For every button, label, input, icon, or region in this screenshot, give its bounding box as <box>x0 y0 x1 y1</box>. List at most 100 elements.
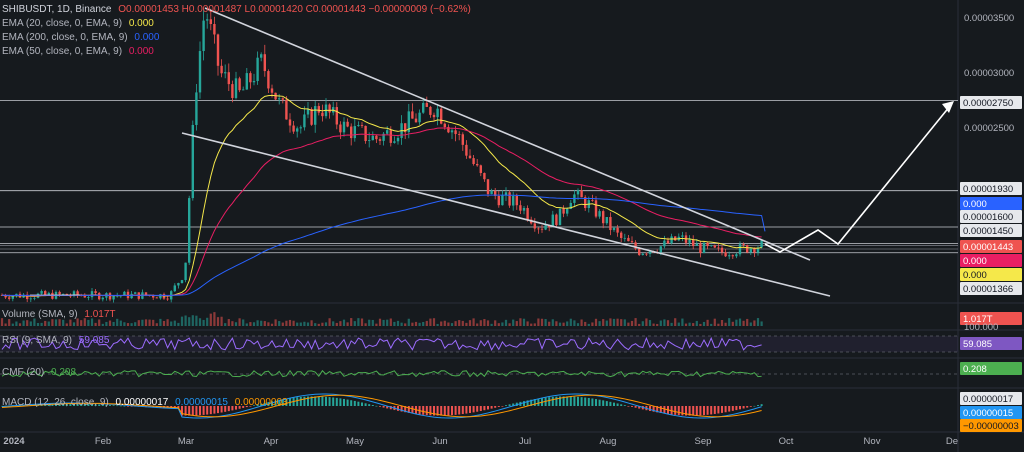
volume-bar <box>724 322 727 326</box>
candle-body <box>465 144 468 156</box>
candle-body <box>580 190 583 198</box>
macd-bar <box>659 406 662 413</box>
volume-bar <box>87 319 90 326</box>
candle-body <box>699 243 702 253</box>
macd-bar <box>83 403 86 406</box>
rsi-legend[interactable]: RSI (9, SMA, 9) 59.085 <box>2 334 109 347</box>
candle-body <box>321 112 324 117</box>
volume-bar <box>353 321 356 326</box>
volume-bar <box>29 321 32 326</box>
volume-bar <box>360 318 364 326</box>
macd-bar <box>692 406 695 416</box>
candle-body <box>533 223 536 229</box>
macd-bar <box>735 406 738 411</box>
candle-body <box>216 34 220 66</box>
candle-body <box>731 255 734 257</box>
volume-bar <box>195 315 198 326</box>
candle-body <box>598 211 601 217</box>
volume-bar <box>555 321 558 326</box>
macd-bar <box>184 406 187 416</box>
volume-bar <box>62 319 65 326</box>
volume-bar <box>735 319 738 326</box>
candle-body <box>166 298 169 300</box>
cmf-value: 0.208 <box>51 367 77 378</box>
volume-bar <box>346 322 349 326</box>
macd-bar <box>346 399 349 406</box>
macd-bar <box>112 405 115 406</box>
volume-bar <box>321 322 324 326</box>
macd-bar <box>353 400 356 406</box>
macd-legend[interactable]: MACD (12, 26, close, 9) 0.00000017 0.000… <box>2 396 288 409</box>
candle-body <box>360 125 364 126</box>
candle-body <box>724 252 727 257</box>
symbol-label[interactable]: SHIBUSDT, 1D, Binance <box>2 4 112 15</box>
ema20-value: 0.000 <box>128 18 154 29</box>
macd-bar <box>343 398 345 406</box>
volume-bar <box>533 323 536 326</box>
macd-bar <box>559 396 561 406</box>
candle-body <box>267 71 270 89</box>
macd-bar <box>101 404 104 406</box>
macd-bar <box>263 402 266 406</box>
volume-bar <box>684 323 688 326</box>
macd-bar <box>94 404 97 406</box>
volume-bar <box>26 320 29 326</box>
time-tick-5: Jun <box>432 436 447 447</box>
candle-body <box>206 19 209 21</box>
volume-bar <box>94 322 97 326</box>
macd-bar <box>425 406 428 416</box>
price-tag-text-3: 0.00001600 <box>963 212 1013 223</box>
macd-bar <box>361 402 363 406</box>
volume-bar <box>537 318 540 326</box>
candle-body <box>612 227 616 231</box>
candle-body <box>483 173 486 180</box>
volume-bar <box>598 321 601 326</box>
candle-body <box>101 297 104 300</box>
macd-bar <box>260 403 263 406</box>
volume-bar <box>738 318 742 326</box>
pane-tag-text-1: 59.085 <box>963 339 992 350</box>
ema20-legend[interactable]: EMA (20, close, 0, EMA, 9) 0.000 <box>2 17 154 30</box>
volume-bar <box>0 318 4 326</box>
volume-bar <box>191 315 194 326</box>
candle-body <box>191 124 194 199</box>
cmf-legend[interactable]: CMF (20) 0.208 <box>2 366 76 379</box>
macd-bar <box>616 403 619 406</box>
macd-bar <box>548 397 551 406</box>
volume-legend[interactable]: Volume (SMA, 9) 1.017T <box>2 308 116 321</box>
macd-bar <box>58 403 61 406</box>
candle-body <box>76 291 79 296</box>
volume-bar <box>177 322 180 326</box>
rsi-line <box>1 336 762 351</box>
ema50-legend[interactable]: EMA (50, close, 0, EMA, 9) 0.000 <box>2 45 154 58</box>
volume-bar <box>119 320 122 326</box>
price-tag-6 <box>960 254 1022 267</box>
volume-bar <box>260 320 263 326</box>
candle-body <box>152 295 155 298</box>
volume-bar <box>490 323 493 326</box>
volume-bar <box>242 319 245 326</box>
candle-body <box>378 139 382 141</box>
volume-bar <box>458 320 461 326</box>
time-tick-11: De <box>946 436 958 447</box>
volume-bar <box>393 321 396 326</box>
candle-body <box>404 123 407 133</box>
macd-bar <box>685 406 687 416</box>
candle-body <box>418 112 421 123</box>
volume-bar <box>72 322 76 326</box>
macd-bar <box>562 396 565 406</box>
macd-bar <box>220 406 223 413</box>
rsi-value: 59.085 <box>78 335 110 346</box>
volume-bar <box>713 318 716 326</box>
volume-bar <box>83 318 86 326</box>
pane-tag-4 <box>960 406 1022 419</box>
ema200-legend[interactable]: EMA (200, close, 0, EMA, 9) 0.000 <box>2 31 159 44</box>
candle-body <box>728 255 731 257</box>
macd-bar <box>469 406 471 413</box>
macd-bar <box>479 406 482 411</box>
volume-bar <box>112 321 115 326</box>
cmf-label: CMF (20) <box>2 367 45 378</box>
volume-bar <box>69 319 72 326</box>
